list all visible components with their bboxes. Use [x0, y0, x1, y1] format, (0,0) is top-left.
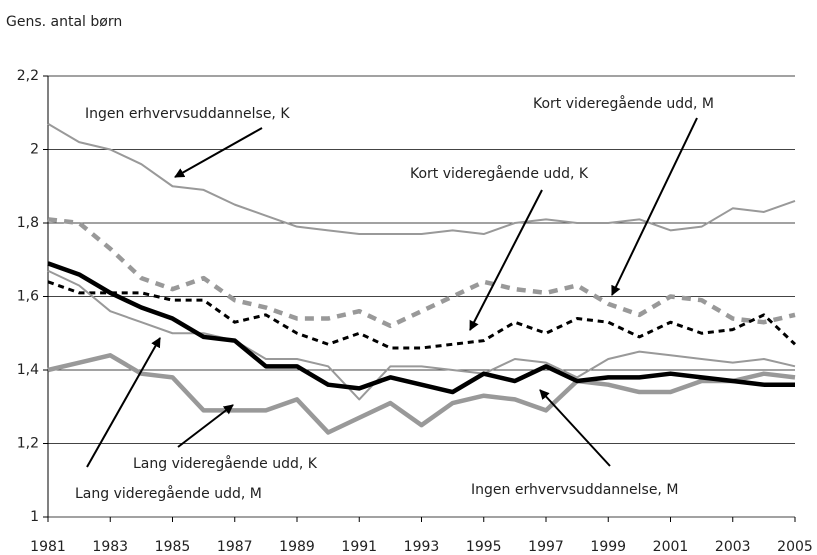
series-line [47, 353, 796, 435]
y-tick-label: 1,2 [17, 436, 39, 452]
x-tick-label: 2003 [715, 539, 751, 555]
series-line [47, 280, 797, 350]
annotation: Kort videregående udd, K [410, 165, 589, 182]
series-line [47, 122, 796, 236]
annotation: Lang videregående udd, K [133, 455, 318, 472]
annotations: Ingen erhvervsuddannelse, K Kort videreg… [75, 95, 714, 502]
x-tick-label: 1995 [466, 539, 502, 555]
y-tick-label: 2 [30, 142, 39, 158]
x-tick-label: 1983 [92, 539, 128, 555]
y-tick-label: 1 [30, 509, 39, 525]
annotation: Kort videregående udd, M [533, 95, 714, 112]
annotation: Ingen erhvervsuddannelse, K [85, 106, 290, 122]
series-line [47, 269, 796, 401]
series-line [47, 217, 796, 329]
annotation: Lang videregående udd, M [75, 485, 262, 502]
arrow [174, 127, 263, 178]
y-tick-label: 2,2 [17, 68, 39, 84]
arrow [469, 189, 543, 331]
y-tick-label: 1,8 [17, 215, 39, 231]
y-tick-label: 1,4 [17, 362, 39, 378]
series-line [47, 261, 795, 395]
y-axis-label: Gens. antal børn [6, 14, 122, 30]
x-tick-label: 1993 [404, 539, 440, 555]
arrow [86, 337, 161, 468]
x-tick-label: 1987 [217, 539, 253, 555]
annotation: Ingen erhvervsuddannelse, M [471, 482, 678, 498]
plot: 1 1,2 1,4 1,6 1,8 2 2,2 1981 1983 1985 1987 1989 199… [17, 68, 813, 555]
x-tick-label: 1999 [590, 539, 626, 555]
x-tick-label: 1981 [30, 539, 66, 555]
arrow [177, 404, 234, 448]
x-tick-label: 1991 [341, 539, 377, 555]
x-tick-label: 1997 [528, 539, 564, 555]
x-tick-label: 1985 [155, 539, 191, 555]
y-tick-label: 1,6 [17, 289, 39, 305]
arrow [611, 117, 698, 296]
arrow [539, 389, 611, 467]
x-tick-label: 2005 [777, 539, 813, 555]
x-tick-label: 1989 [279, 539, 315, 555]
x-tick-label: 2001 [653, 539, 689, 555]
